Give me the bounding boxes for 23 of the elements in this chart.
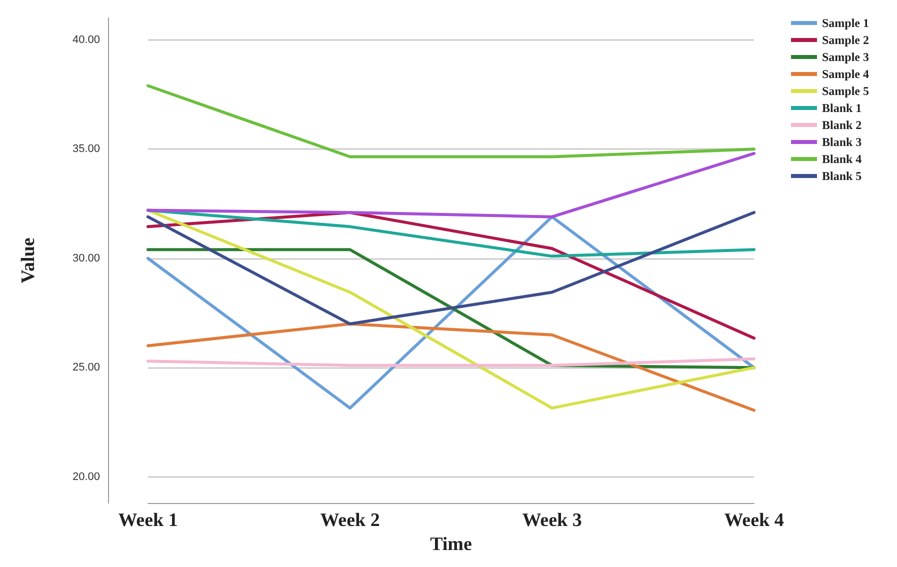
legend-label: Sample 3	[822, 50, 870, 64]
x-tick-label: Week 4	[724, 510, 784, 532]
legend-label: Blank 3	[822, 135, 862, 149]
legend-label: Sample 5	[822, 84, 870, 98]
x-tick-label: Week 2	[320, 510, 380, 532]
legend-label: Blank 2	[822, 118, 862, 132]
y-tick-label: 20.00	[72, 470, 100, 483]
y-axis-title: Value	[18, 238, 39, 284]
y-tick-label: 30.00	[72, 252, 100, 264]
legend-label: Sample 1	[822, 16, 870, 30]
legend-label: Sample 4	[822, 67, 870, 81]
line-series	[146, 322, 756, 412]
y-tick-label: 25.00	[72, 362, 100, 374]
y-tick-label: 35.00	[72, 143, 100, 156]
legend-label: Sample 2	[822, 33, 870, 47]
x-axis-title: Time	[430, 534, 472, 555]
legend-label: Blank 1	[822, 101, 862, 115]
x-tick-label: Week 3	[522, 510, 582, 532]
x-tick-label: Week 1	[118, 510, 178, 532]
y-tick-label: 40.00	[72, 34, 100, 46]
line-series	[146, 152, 756, 218]
legend-label: Blank 4	[822, 152, 862, 166]
legend-label: Blank 5	[822, 169, 862, 183]
